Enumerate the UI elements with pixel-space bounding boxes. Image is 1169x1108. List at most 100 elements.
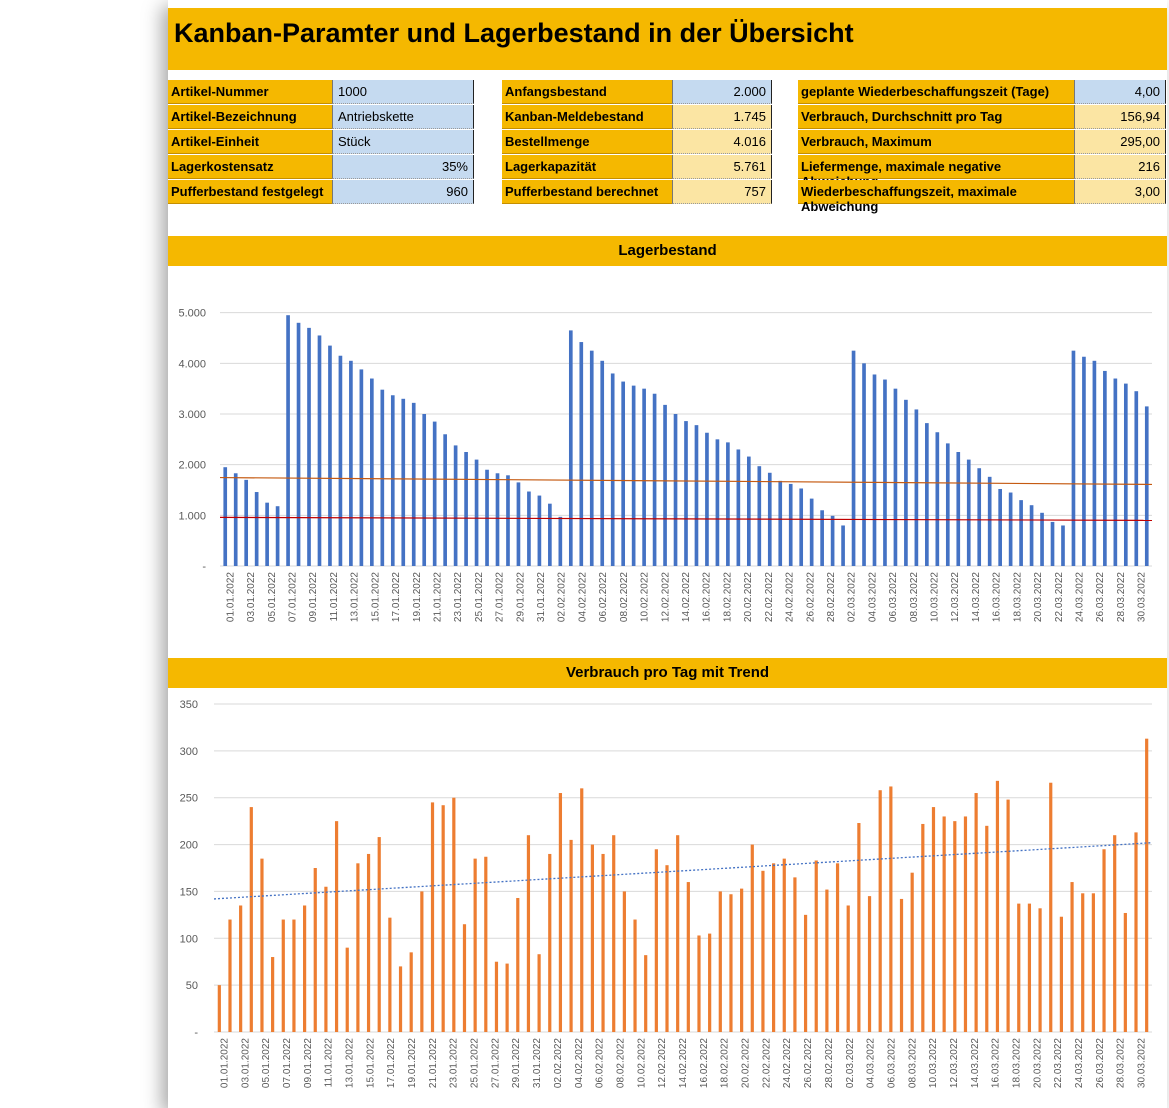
bar bbox=[644, 955, 648, 1032]
bar bbox=[686, 882, 690, 1032]
param-label: Artikel-Nummer bbox=[168, 80, 332, 104]
y-tick-label: 6.000 bbox=[178, 266, 206, 269]
bar bbox=[265, 502, 269, 566]
x-tick-label: 09.01.2022 bbox=[308, 572, 319, 622]
param-value-cell[interactable]: 295,00 bbox=[1074, 130, 1166, 154]
param-value-cell[interactable]: 5.761 bbox=[672, 155, 772, 179]
bar bbox=[1134, 391, 1139, 566]
y-tick-label: 3.000 bbox=[178, 409, 206, 421]
bar bbox=[527, 491, 531, 566]
bar bbox=[935, 432, 940, 566]
y-tick-label: - bbox=[202, 561, 206, 573]
x-tick-label: 04.02.2022 bbox=[577, 572, 588, 622]
bar bbox=[718, 891, 722, 1032]
x-tick-label: 14.03.2022 bbox=[970, 1038, 981, 1088]
x-tick-label: 12.02.2022 bbox=[657, 1038, 668, 1088]
bar bbox=[1059, 916, 1063, 1032]
y-tick-label: 2.000 bbox=[178, 460, 206, 472]
param-value-cell[interactable]: 1.745 bbox=[672, 105, 772, 129]
bar bbox=[558, 793, 563, 1032]
bar bbox=[516, 482, 521, 566]
param-value-cell[interactable]: 3,00 bbox=[1074, 180, 1166, 204]
bar bbox=[878, 790, 882, 1032]
x-tick-label: 27.01.2022 bbox=[495, 572, 506, 622]
bar bbox=[1113, 835, 1117, 1032]
x-tick-label: 19.01.2022 bbox=[407, 1038, 418, 1088]
bar bbox=[820, 510, 824, 566]
bar bbox=[729, 894, 733, 1032]
bar bbox=[239, 905, 243, 1032]
param-value-cell[interactable]: 4.016 bbox=[672, 130, 772, 154]
x-tick-label: 28.02.2022 bbox=[824, 1038, 835, 1088]
bar bbox=[726, 442, 730, 566]
bar bbox=[548, 853, 552, 1032]
bar bbox=[889, 786, 893, 1032]
usage-section-bar: Verbrauch pro Tag mit Trend bbox=[168, 658, 1167, 688]
bar bbox=[390, 395, 395, 566]
bar bbox=[931, 807, 936, 1032]
bar bbox=[825, 889, 829, 1032]
bar bbox=[420, 891, 424, 1032]
bar bbox=[506, 475, 510, 566]
x-tick-label: 04.03.2022 bbox=[867, 572, 878, 622]
bar bbox=[761, 870, 765, 1032]
pufferbestand-line bbox=[219, 516, 1153, 521]
bar bbox=[317, 335, 322, 566]
bar bbox=[505, 963, 509, 1032]
bar bbox=[1049, 782, 1053, 1032]
param-value-cell[interactable]: Stück bbox=[332, 130, 474, 154]
bar bbox=[453, 445, 458, 566]
bar bbox=[835, 863, 840, 1032]
bar bbox=[642, 388, 646, 566]
param-label: Verbrauch, Maximum bbox=[798, 130, 1074, 154]
bar bbox=[254, 492, 259, 566]
x-tick-label: 21.01.2022 bbox=[432, 572, 443, 622]
bar bbox=[757, 466, 762, 566]
bar bbox=[799, 488, 804, 566]
bar bbox=[803, 914, 808, 1032]
x-tick-label: 05.01.2022 bbox=[261, 1038, 272, 1088]
bar bbox=[303, 905, 307, 1032]
usage-chart-title: Verbrauch pro Tag mit Trend bbox=[565, 664, 770, 681]
x-tick-label: 13.01.2022 bbox=[350, 572, 361, 622]
param-value-cell[interactable]: 2.000 bbox=[672, 80, 772, 104]
param-value-cell[interactable]: 1000 bbox=[332, 80, 474, 104]
x-tick-label: 18.02.2022 bbox=[722, 572, 733, 622]
param-value-cell[interactable]: 4,00 bbox=[1074, 80, 1166, 104]
bar bbox=[746, 456, 751, 566]
bar bbox=[697, 935, 701, 1032]
bar bbox=[516, 897, 520, 1032]
x-tick-label: 20.03.2022 bbox=[1033, 572, 1044, 622]
x-tick-label: 17.01.2022 bbox=[386, 1038, 397, 1088]
x-tick-label: 01.01.2022 bbox=[219, 1038, 230, 1088]
y-tick-label: 250 bbox=[180, 793, 198, 805]
x-tick-label: 25.01.2022 bbox=[474, 572, 485, 622]
param-row: Lagerkapazität 5.761 bbox=[502, 155, 772, 179]
param-value-cell[interactable]: Antriebskette bbox=[332, 105, 474, 129]
x-tick-label: 12.02.2022 bbox=[660, 572, 671, 622]
bar bbox=[631, 385, 636, 566]
bar bbox=[963, 816, 968, 1032]
x-tick-label: 07.01.2022 bbox=[282, 1038, 293, 1088]
x-tick-label: 18.03.2022 bbox=[1012, 572, 1023, 622]
bar bbox=[409, 952, 413, 1032]
bar bbox=[684, 421, 688, 566]
x-tick-label: 24.03.2022 bbox=[1074, 1038, 1085, 1088]
bar bbox=[377, 837, 381, 1032]
bar bbox=[388, 917, 392, 1032]
bar bbox=[590, 844, 594, 1032]
param-value-cell[interactable]: 156,94 bbox=[1074, 105, 1166, 129]
page-title: Kanban-Paramter und Lagerbestand in der … bbox=[174, 18, 854, 48]
bar bbox=[366, 853, 371, 1032]
y-tick-label: 300 bbox=[180, 746, 198, 758]
bar bbox=[398, 966, 403, 1032]
bar bbox=[579, 342, 584, 566]
param-value-cell[interactable]: 960 bbox=[332, 180, 474, 204]
param-value-cell[interactable]: 216 bbox=[1074, 155, 1166, 179]
param-value-cell[interactable]: 35% bbox=[332, 155, 474, 179]
param-value-cell[interactable]: 757 bbox=[672, 180, 772, 204]
x-tick-label: 06.02.2022 bbox=[595, 1038, 606, 1088]
param-label: Anfangsbestand bbox=[502, 80, 672, 104]
x-tick-label: 05.01.2022 bbox=[267, 572, 278, 622]
x-tick-label: 17.01.2022 bbox=[391, 572, 402, 622]
